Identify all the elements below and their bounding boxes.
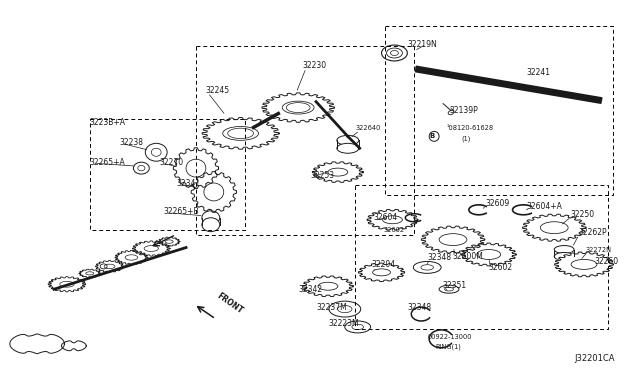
Polygon shape [202, 118, 279, 149]
Text: 32272N: 32272N [586, 247, 612, 253]
Text: 3223B+A: 3223B+A [90, 118, 125, 127]
Text: 32604+A: 32604+A [527, 202, 563, 211]
Text: J32201CA: J32201CA [574, 354, 614, 363]
Text: 32237M: 32237M [316, 302, 347, 312]
Text: 32230: 32230 [302, 61, 326, 70]
Polygon shape [303, 276, 353, 296]
Ellipse shape [202, 211, 220, 225]
Text: 32253: 32253 [310, 171, 334, 180]
Text: 32341: 32341 [176, 179, 200, 187]
Text: 32604: 32604 [374, 213, 398, 222]
Text: 32265+B: 32265+B [163, 207, 199, 216]
Polygon shape [555, 252, 613, 277]
Ellipse shape [202, 218, 220, 232]
Text: 32219N: 32219N [407, 39, 437, 49]
Text: ¹08120-61628: ¹08120-61628 [447, 125, 494, 131]
Text: 32600M: 32600M [452, 252, 483, 261]
Ellipse shape [554, 253, 574, 260]
Polygon shape [61, 341, 86, 351]
Polygon shape [191, 171, 236, 212]
Ellipse shape [337, 135, 358, 145]
Text: 32348: 32348 [427, 253, 451, 262]
Ellipse shape [554, 246, 574, 253]
Text: RING(1): RING(1) [435, 343, 461, 350]
Text: 32238: 32238 [120, 138, 143, 147]
Text: 32609: 32609 [486, 199, 510, 208]
Text: 32139P: 32139P [449, 106, 478, 115]
Polygon shape [262, 93, 334, 122]
Polygon shape [522, 214, 586, 241]
Ellipse shape [337, 143, 358, 153]
Text: 32245: 32245 [206, 86, 230, 95]
Text: 32204: 32204 [372, 260, 396, 269]
Text: 32260: 32260 [594, 257, 618, 266]
Text: 32351: 32351 [442, 281, 466, 290]
Ellipse shape [381, 45, 407, 61]
Text: 32602: 32602 [383, 227, 404, 232]
Text: 32265+A: 32265+A [90, 158, 125, 167]
Ellipse shape [448, 110, 454, 115]
Polygon shape [79, 269, 100, 278]
Text: 32223M: 32223M [328, 320, 358, 328]
Polygon shape [358, 263, 404, 282]
Ellipse shape [100, 264, 107, 269]
Text: 32348: 32348 [407, 302, 431, 312]
Text: 00922-13000: 00922-13000 [427, 334, 472, 340]
Polygon shape [115, 250, 148, 264]
Text: 32241: 32241 [527, 68, 550, 77]
Text: 32262P: 32262P [578, 228, 607, 237]
Text: 32342: 32342 [298, 285, 323, 294]
Polygon shape [173, 148, 219, 189]
Polygon shape [421, 226, 484, 253]
Text: 32602: 32602 [489, 263, 513, 272]
Polygon shape [367, 209, 418, 230]
Text: 322640: 322640 [356, 125, 381, 131]
Polygon shape [132, 241, 170, 256]
Text: (1): (1) [461, 135, 470, 142]
Polygon shape [159, 237, 180, 246]
Text: 32250: 32250 [570, 210, 595, 219]
Text: 32270: 32270 [159, 158, 183, 167]
Polygon shape [461, 243, 516, 266]
Text: B: B [429, 134, 435, 140]
Polygon shape [95, 260, 124, 272]
Polygon shape [48, 277, 86, 292]
Polygon shape [312, 162, 363, 182]
Polygon shape [10, 334, 65, 354]
Ellipse shape [390, 51, 399, 55]
Text: FRONT: FRONT [215, 292, 244, 316]
